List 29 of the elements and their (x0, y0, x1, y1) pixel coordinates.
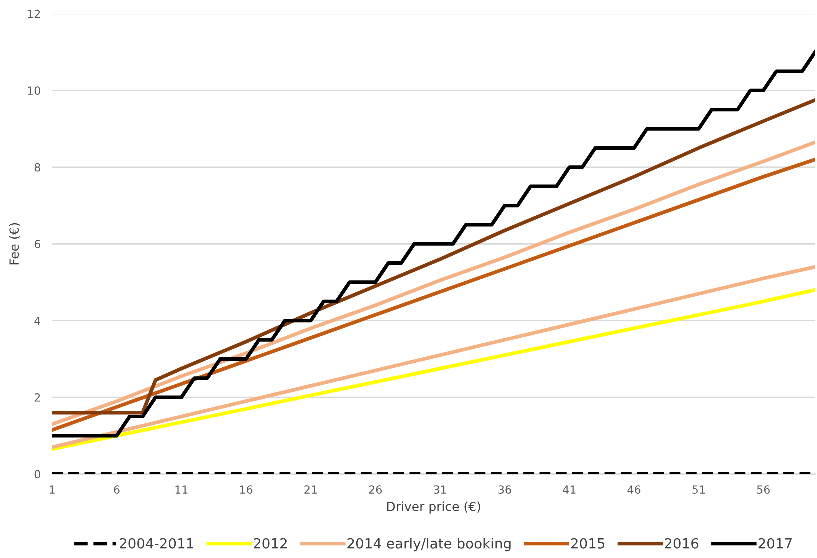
y-tick-label: 2 (34, 394, 40, 402)
y-tick-label: 6 (34, 240, 40, 249)
x-tick-label: 31 (434, 486, 446, 494)
x-tick-label: 36 (498, 486, 512, 494)
legend-label: 2012 (254, 538, 287, 549)
legend-label: 2015 (571, 538, 605, 549)
x-tick-label: 21 (304, 486, 317, 494)
y-tick-label: 4 (34, 316, 41, 326)
legend-label: 2017 (758, 538, 792, 549)
y-tick-label: 12 (28, 10, 40, 18)
x-tick-label: 6 (114, 486, 120, 494)
y-axis-title: Fee (€) (9, 223, 21, 265)
x-tick-label: 41 (563, 486, 576, 494)
x-tick-label: 16 (240, 486, 253, 494)
y-tick-label: 0 (34, 470, 40, 479)
legend-label: 2014 early/late booking (348, 538, 511, 552)
y-tick-label: 10 (28, 86, 40, 96)
x-tick-label: 56 (757, 486, 770, 494)
legend-label: 2004-2011 (120, 538, 194, 549)
x-tick-label: 1 (50, 486, 55, 494)
x-tick-label: 11 (176, 486, 188, 494)
x-axis-title: Driver price (€) (387, 502, 480, 514)
y-tick-label: 8 (34, 163, 40, 172)
x-tick-label: 26 (369, 486, 382, 494)
legend-label: 2016 (665, 538, 699, 549)
x-tick-label: 51 (692, 486, 706, 494)
line-series (52, 98, 816, 415)
x-tick-label: 46 (628, 486, 641, 494)
line-series (52, 50, 816, 438)
